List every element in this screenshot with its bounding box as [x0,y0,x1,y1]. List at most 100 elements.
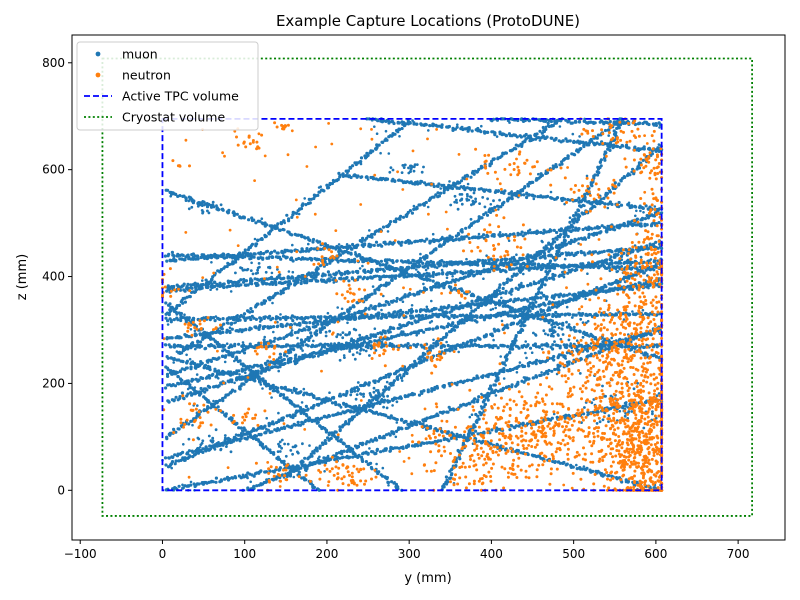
muon-point [521,284,526,288]
muon-point [318,316,322,320]
muon-point [290,250,293,254]
muon-point [492,234,496,238]
muon-point [416,444,420,448]
muon-point [242,351,247,355]
muon-point [293,315,297,319]
muon-point [166,323,170,326]
muon-point [446,438,450,442]
muon-point [329,436,333,440]
muon-point [457,350,461,354]
muon-point [321,442,325,446]
muon-point [453,238,457,242]
muon-point [634,312,639,316]
muon-point [210,261,213,264]
muon-point [285,213,289,217]
muon-point [555,230,559,235]
muon-point [455,315,459,319]
muon-point [326,311,330,315]
muon-point [587,233,591,237]
muon-point [239,283,243,287]
muon-point [174,259,177,263]
muon-point [459,179,464,183]
muon-point [558,273,562,277]
muon-point [535,132,539,136]
muon-point [484,211,488,215]
muon-point [279,257,283,261]
muon-point [575,339,579,343]
muon-point [202,253,206,257]
muon-point [433,313,437,317]
muon-point [638,224,642,228]
muon-point [209,343,213,347]
muon-point [307,242,310,246]
muon-point [544,125,548,129]
muon-point [204,278,208,282]
muon-point [250,309,254,314]
muon-point [196,256,199,260]
muon-point [468,344,472,348]
muon-point [216,256,220,260]
muon-point [285,255,289,259]
muon-point [164,316,168,320]
muon-point [272,339,276,343]
muon-point [209,288,212,292]
muon-point [290,233,294,237]
muon-point [280,282,284,285]
muon-point [261,387,264,390]
muon-point [331,245,335,249]
muon-point [339,276,343,280]
muon-point [461,272,465,276]
muon-point [364,295,367,298]
muon-point [523,185,527,189]
muon-point [547,418,552,422]
muon-point [501,261,505,265]
muon-point [183,258,187,262]
muon-point [581,312,585,316]
muon-point [467,273,470,276]
muon-point [466,174,470,178]
muon-point [282,228,286,232]
muon-point [373,288,376,292]
muon-point [209,205,214,209]
muon-point [183,289,187,293]
muon-point [566,154,570,158]
muon-point [441,271,445,275]
muon-point [645,343,648,347]
muon-point [556,343,560,348]
muon-point [451,275,454,278]
muon-point [196,340,200,344]
muon-point [442,344,447,348]
muon-point [556,322,560,326]
muon-point [172,254,176,258]
muon-point [579,147,583,151]
muon-point [558,314,562,318]
muon-point [431,273,435,277]
muon-point [278,393,282,398]
muon-point [276,291,280,295]
muon-point [432,284,436,289]
muon-point [324,430,328,434]
muon-point [473,339,477,343]
muon-point [465,257,468,261]
muon-point [372,243,376,247]
muon-point [166,356,170,360]
muon-point [318,455,321,459]
muon-point [498,283,502,287]
muon-point [281,344,285,349]
muon-point [604,313,608,317]
muon-point [276,222,280,226]
muon-point [242,315,246,318]
muon-point [222,322,226,326]
muon-point [261,256,265,260]
muon-point [514,147,518,151]
muon-point [324,257,328,261]
muon-point [457,232,461,236]
muon-point [437,194,441,198]
muon-point [364,306,368,310]
muon-point [296,342,300,346]
muon-point [358,254,362,258]
muon-point [183,484,187,488]
muon-point [367,381,371,385]
muon-point [501,233,504,236]
muon-point [603,283,607,287]
